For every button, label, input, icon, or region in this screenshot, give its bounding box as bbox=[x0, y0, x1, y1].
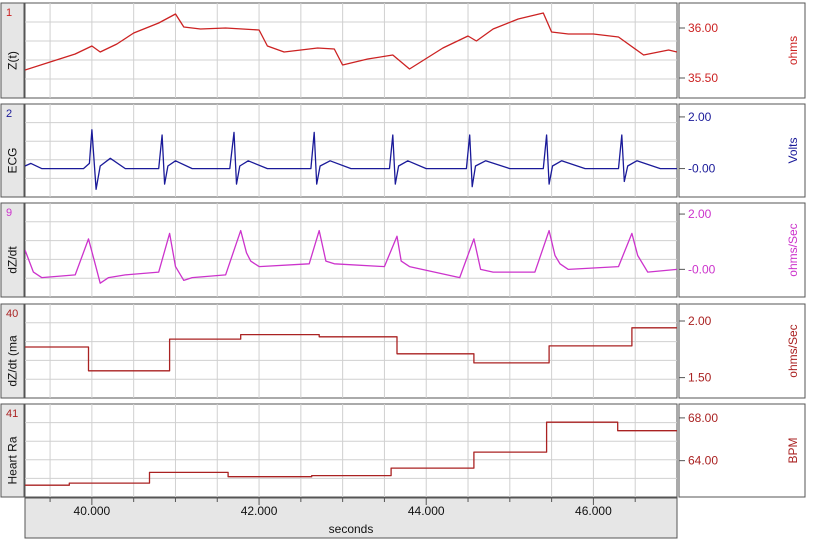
data-trace-2 bbox=[25, 129, 677, 190]
channel-number: 9 bbox=[6, 207, 12, 219]
y-tick-label: 1.50 bbox=[688, 371, 712, 385]
y-axis-box[interactable] bbox=[678, 403, 806, 498]
x-tick-label: 44.000 bbox=[408, 504, 445, 518]
y-tick-label: 35.50 bbox=[688, 71, 718, 85]
y-tick-label: 2.00 bbox=[688, 207, 712, 221]
channel-panel-41: 41 Heart Ra 68.00 64.00 BPM bbox=[0, 403, 806, 498]
channel-label-box[interactable] bbox=[0, 403, 25, 498]
x-axis-box[interactable] bbox=[24, 497, 678, 539]
plot-area[interactable] bbox=[24, 103, 678, 198]
channel-number: 40 bbox=[6, 308, 18, 320]
y-tick-label: -0.00 bbox=[688, 262, 716, 276]
x-axis[interactable]: 40.000 42.000 44.000 46.000 seconds bbox=[24, 497, 678, 539]
x-tick-label: 40.000 bbox=[74, 504, 111, 518]
channel-label-box[interactable] bbox=[0, 202, 25, 298]
unit-label: ohms/Sec bbox=[786, 223, 800, 276]
y-axis-box[interactable] bbox=[678, 2, 806, 99]
channel-label-box[interactable] bbox=[0, 2, 25, 99]
x-tick-label: 42.000 bbox=[241, 504, 278, 518]
y-tick-label: -0.00 bbox=[688, 162, 716, 176]
y-axis-box[interactable] bbox=[678, 202, 806, 298]
plot-area[interactable] bbox=[24, 202, 678, 298]
y-tick-label: 36.00 bbox=[688, 21, 718, 35]
y-axis-box[interactable] bbox=[678, 103, 806, 198]
channel-title: ECG bbox=[6, 147, 20, 173]
channel-label-box[interactable] bbox=[0, 103, 25, 198]
plot-area[interactable] bbox=[24, 303, 678, 399]
x-axis-label: seconds bbox=[329, 522, 374, 536]
channel-title: dZ/dt (ma bbox=[6, 335, 20, 387]
channel-panel-9: 9 dZ/dt 2.00 -0.00 ohms/Sec bbox=[0, 202, 806, 298]
channel-title: Z(t) bbox=[6, 51, 20, 70]
y-tick-label: 64.00 bbox=[688, 454, 718, 468]
y-tick-label: 2.00 bbox=[688, 110, 712, 124]
channel-panel-2: 2 ECG 2.00 -0.00 Volts bbox=[0, 103, 806, 198]
channel-number: 1 bbox=[6, 7, 12, 19]
plot-area[interactable] bbox=[24, 2, 678, 99]
unit-label: ohms bbox=[786, 36, 800, 65]
x-tick-label: 46.000 bbox=[575, 504, 612, 518]
channel-title: dZ/dt bbox=[6, 246, 20, 274]
data-trace-40 bbox=[25, 327, 677, 372]
channel-title: Heart Ra bbox=[6, 436, 20, 484]
channel-number: 41 bbox=[6, 408, 18, 420]
y-tick-label: 68.00 bbox=[688, 411, 718, 425]
channel-panel-1: 1 Z(t) 36.00 35.50 ohms bbox=[0, 2, 806, 99]
y-tick-label: 2.00 bbox=[688, 314, 712, 328]
data-trace-41 bbox=[25, 421, 677, 486]
data-trace-1 bbox=[25, 12, 677, 71]
unit-label: ohms/Sec bbox=[786, 324, 800, 377]
y-axis-box[interactable] bbox=[678, 303, 806, 399]
channel-panel-40: 40 dZ/dt (ma 2.00 1.50 ohms/Sec bbox=[0, 303, 806, 399]
channel-number: 2 bbox=[6, 108, 12, 120]
channel-label-box[interactable] bbox=[0, 303, 25, 399]
unit-label: Volts bbox=[786, 137, 800, 163]
data-trace-9 bbox=[25, 229, 677, 284]
unit-label: BPM bbox=[786, 437, 800, 463]
